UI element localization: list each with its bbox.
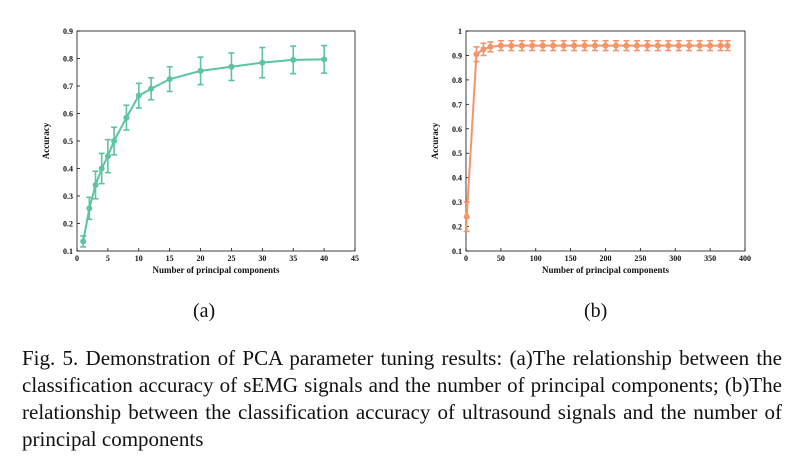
x-tick-label-a: 0 (75, 254, 79, 263)
data-point-b (592, 42, 599, 49)
data-point-a (111, 138, 118, 144)
data-point-b (644, 42, 651, 49)
data-point-a (259, 59, 266, 66)
x-tick-label-b: 400 (739, 254, 751, 263)
y-tick-label-b: 0.6 (452, 125, 462, 134)
data-point-b (539, 42, 546, 49)
series-line-b (465, 44, 728, 217)
y-tick-label-b: 0.8 (452, 76, 462, 85)
x-axis-label-b: Number of principal components (542, 265, 670, 275)
figure: 0 5 10 15 20 25 30 35 40 450.10.20.30.40.50.60.70… (41, 27, 751, 275)
data-point-b (487, 43, 494, 50)
x-tick-label-b: 250 (634, 254, 646, 263)
data-point-a (123, 114, 130, 121)
x-tick-label-a: 5 (106, 254, 110, 263)
data-point-b (633, 42, 640, 49)
data-point-a (98, 165, 105, 172)
y-axis-label-b: Accuracy (430, 122, 440, 159)
data-point-b (571, 42, 578, 49)
y-axis-label-a: Accuracy (41, 122, 51, 159)
data-point-a (148, 85, 155, 92)
y-tick-label-a: 0.1 (63, 247, 73, 256)
data-point-b (581, 42, 588, 49)
data-point-b (612, 42, 619, 49)
y-tick-label-a: 0.4 (63, 165, 73, 174)
data-point-b (675, 42, 682, 49)
x-tick-label-a: 10 (135, 254, 143, 263)
data-point-b (717, 42, 724, 49)
data-point-a (92, 182, 99, 188)
x-axis-label-a: Number of principal components (152, 265, 280, 275)
data-point-b (686, 42, 693, 49)
x-tick-label-b: 300 (669, 254, 681, 263)
y-tick-label-b: 1 (458, 27, 462, 36)
figure-caption: Fig. 5. Demonstration of PCA parameter t… (22, 346, 782, 451)
x-tick-label-a: 20 (197, 254, 205, 263)
x-tick-label-a: 25 (227, 254, 235, 263)
x-tick-label-a: 45 (351, 254, 359, 263)
x-tick-label-b: 100 (530, 254, 542, 263)
x-tick-label-a: 30 (258, 254, 266, 263)
x-tick-label-b: 50 (497, 254, 505, 263)
chart-b: 0 50 100 150 200 250 300 350 400 0.1 0.2 0.3 0.4 0.5 0… (430, 27, 751, 275)
y-tick-label-b: 0.1 (452, 247, 462, 256)
y-tick-label-a: 0.7 (63, 82, 73, 91)
data-point-b (623, 42, 630, 49)
y-tick-label-b: 0.5 (452, 149, 462, 158)
data-point-b (550, 42, 557, 49)
data-point-b (724, 42, 731, 49)
y-tick-label-b: 0.7 (452, 100, 462, 109)
data-point-b (707, 42, 714, 49)
x-tick-label-b: 0 (464, 254, 468, 263)
plot-frame-b (465, 30, 746, 252)
plot-frame-a (76, 30, 356, 252)
data-point-a (80, 238, 87, 245)
data-point-a (197, 67, 204, 74)
y-tick-label-b: 0.3 (452, 198, 462, 207)
data-point-a (321, 56, 328, 63)
data-point-a (166, 76, 173, 83)
x-tick-label-a: 35 (289, 254, 297, 263)
x-tick-label-b: 200 (600, 254, 612, 263)
data-point-b (480, 46, 487, 53)
data-point-a (228, 63, 235, 70)
data-point-b (463, 213, 470, 220)
data-point-b (602, 42, 609, 49)
y-tick-label-b: 0.2 (452, 223, 462, 232)
y-tick-label-a: 0.6 (63, 110, 73, 119)
data-point-b (518, 42, 525, 49)
chart-a: 0 5 10 15 20 25 30 35 40 45 0.1 0.2 0.3 0.4 0.5 0.6 0.7 0… (41, 27, 359, 275)
data-point-b (696, 42, 703, 49)
data-point-a (86, 205, 93, 212)
y-tick-label-a: 0.8 (63, 55, 73, 64)
x-tick-label-a: 15 (166, 254, 174, 263)
data-point-b (473, 51, 480, 58)
data-point-b (665, 42, 672, 49)
y-tick-label-b: 0.4 (452, 174, 462, 183)
y-tick-label-a: 0.9 (63, 27, 73, 36)
y-tick-label-a: 0.5 (63, 137, 73, 146)
y-tick-label-b: 0.9 (452, 51, 462, 60)
x-tick-label-a: 40 (320, 254, 328, 263)
y-tick-label-a: 0.2 (63, 220, 73, 229)
y-tick-label-a: 0.3 (63, 192, 73, 201)
series-line-a (82, 58, 325, 242)
data-point-b (529, 42, 536, 49)
data-point-a (290, 56, 297, 63)
data-point-b (654, 42, 661, 49)
data-point-b (508, 42, 515, 49)
panel-label-b: (b) (584, 300, 608, 322)
data-point-b (560, 42, 567, 49)
x-tick-label-b: 150 (565, 254, 577, 263)
x-tick-label-b: 350 (704, 254, 716, 263)
data-point-b (497, 42, 504, 49)
data-point-a (104, 153, 111, 160)
panel-label-a: (a) (193, 300, 216, 322)
data-point-a (135, 92, 142, 99)
